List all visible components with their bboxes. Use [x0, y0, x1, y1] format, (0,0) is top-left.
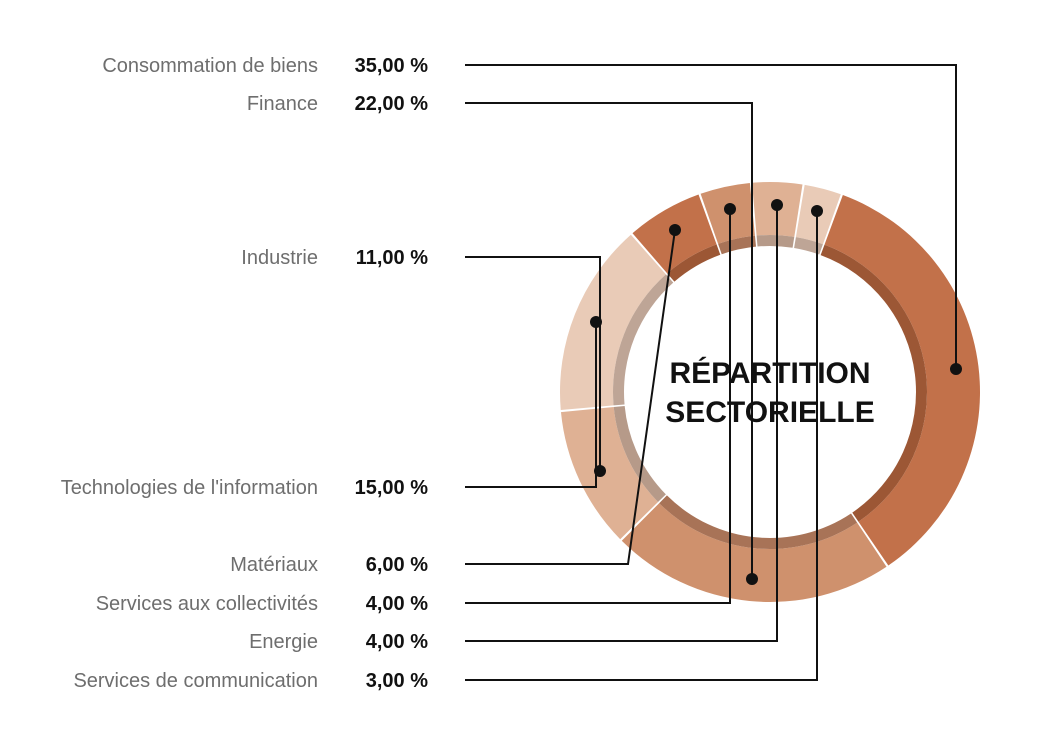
- leader-line-4: [465, 229, 676, 565]
- leader-line-0: [465, 64, 957, 369]
- slice-label-0: Consommation de biens: [102, 55, 318, 77]
- slice-inner-band-5: [718, 235, 757, 255]
- slice-label-2: Industrie: [241, 247, 318, 269]
- slice-3: [560, 234, 666, 410]
- slice-2: [560, 407, 659, 540]
- leader-dot-5: [724, 203, 736, 215]
- donut-ring: [560, 182, 981, 602]
- slice-value-4: 6,00 %: [366, 554, 428, 576]
- slice-label-3: Technologies de l'information: [61, 477, 318, 499]
- legend-labels: Consommation de biens 35,00 % Finance 22,00…: [61, 55, 429, 692]
- slice-label-1: Finance: [247, 93, 318, 115]
- slice-label-7: Services de communication: [73, 670, 318, 692]
- leader-lines: [465, 64, 962, 681]
- slice-inner-band-0: [820, 244, 927, 522]
- leader-line-5: [465, 209, 731, 604]
- leader-line-6: [465, 205, 778, 642]
- slice-label-4: Matériaux: [230, 554, 318, 576]
- slice-inner-band-4: [667, 244, 721, 282]
- slice-0: [824, 195, 981, 566]
- slice-value-2: 11,00 %: [356, 247, 429, 269]
- slice-inner-band-7: [794, 237, 823, 255]
- slice-label-5: Services aux collectivités: [96, 593, 318, 615]
- leader-dot-4: [669, 224, 681, 236]
- leader-dot-0: [950, 363, 962, 375]
- slice-value-5: 4,00 %: [366, 593, 428, 615]
- slice-inner-band-2: [613, 405, 666, 503]
- leader-dot-7: [811, 205, 823, 217]
- slice-inner-band-6: [756, 235, 795, 248]
- slice-1: [621, 503, 887, 602]
- leader-dot-6: [771, 199, 783, 211]
- slice-label-6: Energie: [249, 631, 318, 653]
- leader-dot-3: [590, 316, 602, 328]
- chart-title-line-2: SECTORIELLE: [665, 396, 874, 429]
- slice-value-3: 15,00 %: [355, 477, 429, 499]
- leader-line-1: [465, 102, 753, 579]
- leader-line-2: [465, 256, 601, 471]
- leader-line-7: [465, 211, 818, 681]
- slice-value-6: 4,00 %: [366, 631, 428, 653]
- leader-dot-1: [746, 573, 758, 585]
- slice-value-0: 35,00 %: [355, 55, 429, 77]
- slice-value-1: 22,00 %: [355, 93, 429, 115]
- chart-title-line-1: RÉPARTITION: [669, 356, 870, 390]
- slice-value-7: 3,00 %: [366, 670, 428, 692]
- slice-inner-band-1: [659, 495, 858, 549]
- leader-line-3: [465, 322, 597, 488]
